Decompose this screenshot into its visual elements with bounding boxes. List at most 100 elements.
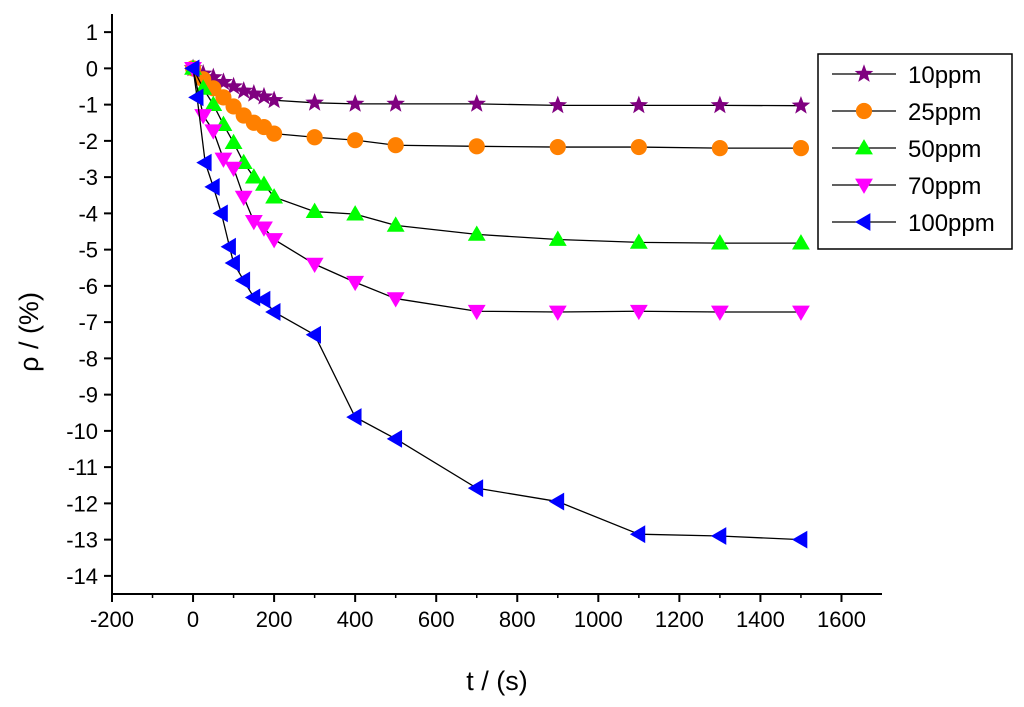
- data-point-10ppm: [345, 94, 365, 112]
- y-tick-label: -3: [78, 165, 98, 190]
- data-point-10ppm: [548, 95, 568, 114]
- data-point-70ppm: [234, 190, 253, 206]
- data-point-50ppm: [224, 133, 243, 150]
- y-tick-label: -5: [78, 238, 98, 263]
- series-line-50ppm: [192, 68, 801, 244]
- data-point-100ppm: [629, 525, 646, 544]
- data-point-70ppm: [548, 305, 567, 321]
- data-point-100ppm: [212, 204, 228, 223]
- legend-label: 100ppm: [908, 210, 995, 237]
- data-point-70ppm: [265, 233, 284, 249]
- data-point-100ppm: [467, 479, 484, 498]
- x-tick-label: 1600: [817, 607, 866, 632]
- data-point-70ppm: [224, 161, 243, 177]
- y-tick-label: -9: [78, 383, 98, 408]
- data-point-50ppm: [346, 205, 365, 221]
- data-point-50ppm: [629, 233, 648, 249]
- data-point-50ppm: [204, 95, 223, 111]
- data-point-10ppm: [386, 94, 405, 112]
- data-point-100ppm: [220, 237, 236, 256]
- data-point-100ppm: [234, 271, 251, 290]
- data-point-70ppm: [214, 152, 233, 168]
- data-point-100ppm: [204, 177, 220, 196]
- y-tick-label: 0: [86, 56, 98, 81]
- legend-label: 70ppm: [908, 173, 981, 200]
- data-point-10ppm: [710, 95, 730, 114]
- y-tick-label: -14: [66, 564, 98, 589]
- x-tick-label: 400: [337, 607, 374, 632]
- data-point-70ppm: [255, 221, 273, 237]
- legend-marker-100ppm: [855, 213, 871, 231]
- series-line-100ppm: [192, 68, 801, 541]
- legend-item-10ppm: 10ppm: [832, 62, 981, 89]
- data-point-10ppm: [234, 81, 254, 99]
- legend-label: 25ppm: [908, 99, 981, 126]
- data-point-10ppm: [629, 95, 649, 114]
- data-point-70ppm: [244, 214, 263, 231]
- data-point-10ppm: [244, 83, 264, 102]
- data-point-50ppm: [305, 202, 324, 218]
- legend-marker-50ppm: [855, 139, 873, 155]
- legend-box: [817, 53, 1013, 250]
- legend-label: 50ppm: [908, 136, 981, 163]
- data-point-100ppm: [224, 254, 240, 272]
- data-point-100ppm: [305, 325, 322, 344]
- data-point-70ppm: [629, 304, 648, 321]
- data-point-50ppm: [548, 230, 567, 246]
- legend-item-100ppm: 100ppm: [832, 210, 995, 237]
- data-point-100ppm: [265, 303, 281, 321]
- data-point-70ppm: [792, 305, 810, 321]
- series-25ppm: [184, 60, 810, 157]
- data-point-100ppm: [386, 429, 403, 448]
- legend-label: 10ppm: [908, 62, 981, 89]
- data-point-25ppm: [347, 132, 364, 149]
- x-tick-label: -200: [90, 607, 134, 632]
- data-point-100ppm: [184, 59, 200, 78]
- data-point-100ppm: [792, 530, 808, 549]
- y-tick-label: -6: [78, 274, 98, 299]
- data-point-10ppm: [204, 67, 223, 86]
- series-layer: [183, 58, 811, 549]
- data-point-10ppm: [254, 86, 274, 105]
- data-point-10ppm: [264, 90, 284, 109]
- legend-item-50ppm: 50ppm: [832, 136, 981, 163]
- data-point-70ppm: [467, 304, 486, 321]
- legend-marker-25ppm: [855, 102, 873, 120]
- data-point-10ppm: [305, 93, 324, 111]
- series-70ppm: [184, 62, 810, 321]
- data-point-25ppm: [630, 138, 647, 156]
- data-point-100ppm: [244, 288, 261, 307]
- x-tick-label: 1400: [736, 607, 785, 632]
- data-point-100ppm: [548, 492, 565, 511]
- data-point-50ppm: [710, 234, 729, 250]
- legend-item-70ppm: 70ppm: [832, 173, 981, 200]
- series-100ppm: [184, 59, 808, 549]
- data-point-50ppm: [244, 168, 263, 184]
- data-point-50ppm: [255, 175, 273, 191]
- data-point-25ppm: [306, 129, 323, 146]
- data-point-100ppm: [346, 408, 362, 427]
- y-tick-label: -12: [66, 491, 98, 516]
- data-point-70ppm: [204, 124, 223, 140]
- data-point-100ppm: [710, 527, 727, 545]
- data-point-25ppm: [468, 138, 485, 155]
- data-point-25ppm: [711, 140, 728, 157]
- data-point-100ppm: [188, 88, 204, 107]
- y-tick-label: -2: [78, 129, 98, 154]
- series-line-25ppm: [192, 67, 801, 149]
- y-axis-title: ρ / (%): [14, 292, 44, 372]
- data-point-70ppm: [386, 292, 405, 308]
- axes: -200 0 200 400 600 800 1000 1200 1400 1600 1 0 -1 -2 -…: [66, 14, 882, 632]
- y-tick-label: -10: [66, 419, 98, 444]
- x-tick-label: 200: [256, 607, 293, 632]
- series-line-10ppm: [192, 67, 801, 107]
- data-point-25ppm: [387, 137, 404, 154]
- y-tick-label: 1: [86, 20, 98, 45]
- y-tick-label: -1: [78, 93, 98, 118]
- data-point-70ppm: [305, 257, 324, 274]
- data-point-10ppm: [467, 94, 487, 112]
- data-point-10ppm: [214, 72, 233, 91]
- legend: 10ppm 25ppm 50ppm 70ppm 100ppm: [817, 53, 1013, 250]
- x-tick-label: 0: [187, 607, 199, 632]
- data-point-25ppm: [266, 125, 283, 142]
